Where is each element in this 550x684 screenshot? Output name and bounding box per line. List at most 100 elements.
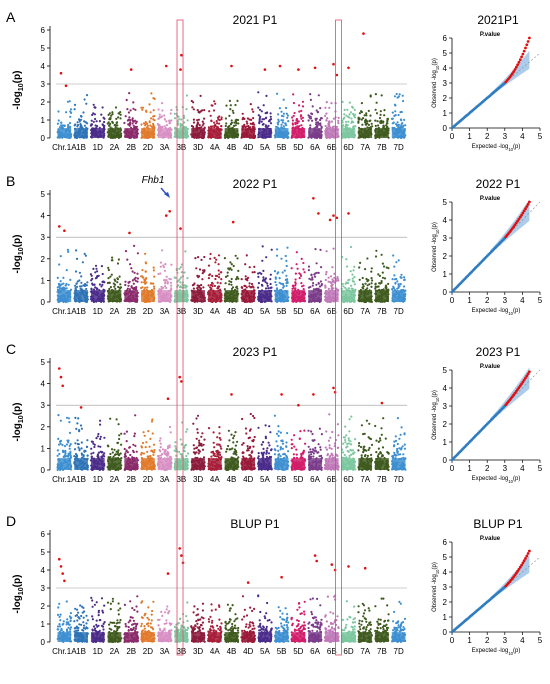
snp-point	[350, 284, 353, 287]
snp-point	[99, 435, 102, 438]
x-tick-label: 1B	[76, 307, 86, 316]
snp-point	[86, 122, 89, 125]
snp-point	[358, 266, 361, 269]
snp-point	[66, 248, 69, 251]
snp-density-band	[107, 128, 122, 138]
snp-point	[195, 125, 198, 128]
snp-point	[370, 270, 373, 273]
snp-point	[107, 456, 110, 459]
snp-point	[234, 119, 237, 122]
snp-point	[370, 267, 373, 270]
snp-point	[98, 283, 101, 286]
snp-point	[133, 244, 136, 247]
snp-point	[225, 122, 228, 125]
qq-y-tick-label: 4	[443, 216, 448, 225]
snp-point	[353, 108, 356, 111]
qq-point	[525, 43, 529, 47]
qq-title: 2021P1	[477, 13, 519, 27]
qq-point	[528, 200, 531, 204]
snp-point	[345, 265, 349, 268]
snp-point	[381, 271, 384, 274]
snp-point	[274, 281, 277, 284]
snp-point	[199, 110, 202, 113]
qq-point	[524, 46, 527, 50]
snp-point	[159, 446, 162, 449]
significant-snp	[278, 64, 282, 68]
snp-point	[197, 452, 200, 455]
snp-point	[59, 280, 62, 283]
snp-point	[158, 448, 161, 452]
snp-point	[325, 250, 328, 253]
snp-point	[153, 449, 156, 452]
x-tick-label: 3D	[193, 307, 203, 316]
snp-point	[123, 432, 126, 435]
snp-point	[90, 119, 93, 122]
qq-x-tick-label: 4	[520, 296, 525, 305]
snp-point	[277, 123, 280, 126]
snp-point	[165, 124, 168, 127]
snp-point	[100, 265, 103, 268]
snp-point	[59, 255, 62, 258]
snp-point	[107, 113, 110, 116]
qq-x-label-tail: (p)	[513, 308, 520, 314]
snp-point	[223, 257, 226, 260]
snp-point	[232, 124, 236, 127]
snp-point	[145, 126, 148, 129]
snp-point	[117, 449, 120, 452]
snp-point	[257, 106, 260, 109]
snp-point	[169, 281, 173, 284]
significant-snp	[59, 71, 63, 75]
snp-point	[228, 280, 231, 283]
snp-point	[68, 121, 72, 125]
snp-point	[69, 278, 72, 281]
snp-point	[110, 448, 114, 451]
snp-point	[399, 125, 403, 128]
snp-point	[73, 455, 76, 458]
snp-point	[234, 124, 237, 127]
snp-point	[258, 121, 261, 124]
snp-point	[284, 122, 287, 125]
snp-point	[275, 254, 279, 257]
snp-point	[183, 284, 186, 287]
x-tick-label: 7B	[377, 143, 387, 152]
snp-point	[216, 122, 219, 125]
x-tick-label: 4B	[227, 143, 237, 152]
significant-snp	[165, 64, 168, 68]
snp-point	[379, 110, 382, 113]
qq-x-label: Expected -log10(p)	[472, 308, 521, 316]
qq-x-tick-label: 0	[450, 132, 455, 141]
y-tick-label: 2	[41, 98, 46, 107]
qq-y-label-main: Observed -log	[432, 234, 438, 272]
snp-density-band	[308, 290, 322, 302]
snp-point	[215, 258, 218, 261]
qq-y-tick-label: 2	[443, 94, 448, 103]
qq-y-tick-label: 5	[443, 198, 448, 207]
snp-point	[397, 283, 400, 286]
snp-point	[332, 279, 335, 282]
snp-point	[152, 269, 155, 272]
snp-point	[315, 283, 318, 286]
snp-point	[63, 454, 66, 457]
snp-point	[229, 261, 232, 264]
snp-density-band	[191, 458, 205, 470]
significant-snp	[347, 66, 350, 70]
snp-point	[294, 272, 297, 275]
snp-point	[285, 284, 288, 287]
snp-point	[169, 112, 172, 115]
snp-point	[152, 97, 155, 100]
snp-point	[278, 107, 281, 110]
snp-point	[241, 125, 244, 128]
snp-point	[178, 450, 181, 453]
snp-point	[101, 283, 104, 286]
qq-x-label-main: Expected -log	[472, 308, 509, 314]
snp-density-band	[157, 458, 172, 470]
snp-point	[76, 125, 79, 128]
snp-point	[327, 276, 330, 279]
qq-point	[517, 60, 521, 64]
snp-point	[298, 125, 301, 128]
snp-point	[62, 124, 65, 127]
snp-point	[111, 120, 114, 123]
snp-point	[232, 264, 235, 268]
snp-point	[77, 118, 81, 121]
qq-y-tick-label: 1	[443, 109, 448, 118]
